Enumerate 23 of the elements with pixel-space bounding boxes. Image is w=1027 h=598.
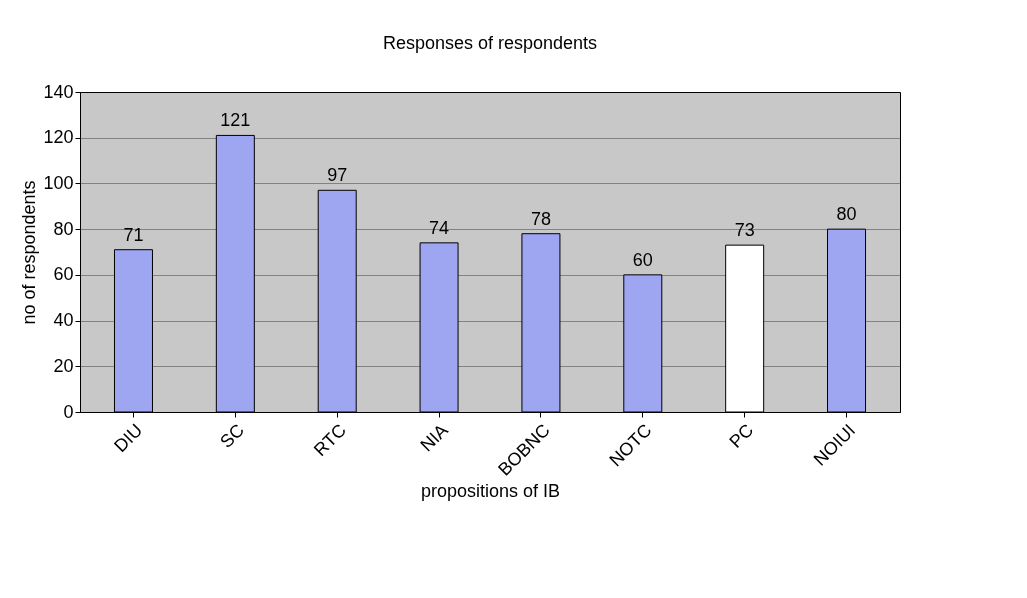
x-tick-label: SC bbox=[216, 420, 249, 452]
y-tick-label: 140 bbox=[43, 81, 74, 102]
y-axis-title: no of respondents bbox=[19, 180, 40, 325]
data-label: 97 bbox=[327, 165, 348, 186]
y-tick-label: 60 bbox=[53, 264, 74, 285]
data-label: 71 bbox=[123, 224, 144, 245]
x-tick-label: PC bbox=[725, 420, 758, 452]
y-tick-label: 100 bbox=[43, 172, 74, 193]
data-label: 74 bbox=[429, 217, 450, 238]
y-tick-label: 40 bbox=[53, 310, 74, 331]
y-tick-label: 120 bbox=[43, 127, 74, 148]
data-label: 73 bbox=[734, 220, 755, 241]
y-tick-label: 0 bbox=[63, 401, 74, 422]
x-tick-label: DIU bbox=[110, 420, 147, 457]
y-tick-label: 80 bbox=[53, 218, 74, 239]
data-label: 80 bbox=[836, 204, 857, 225]
data-label: 60 bbox=[632, 249, 653, 270]
data-label: 121 bbox=[220, 110, 251, 131]
data-label: 78 bbox=[530, 208, 551, 229]
y-tick-label: 20 bbox=[53, 355, 74, 376]
x-axis-title: propositions of IB bbox=[420, 481, 561, 502]
x-tick-label: NIA bbox=[416, 420, 452, 456]
chart-title: Responses of respondents bbox=[382, 33, 598, 53]
